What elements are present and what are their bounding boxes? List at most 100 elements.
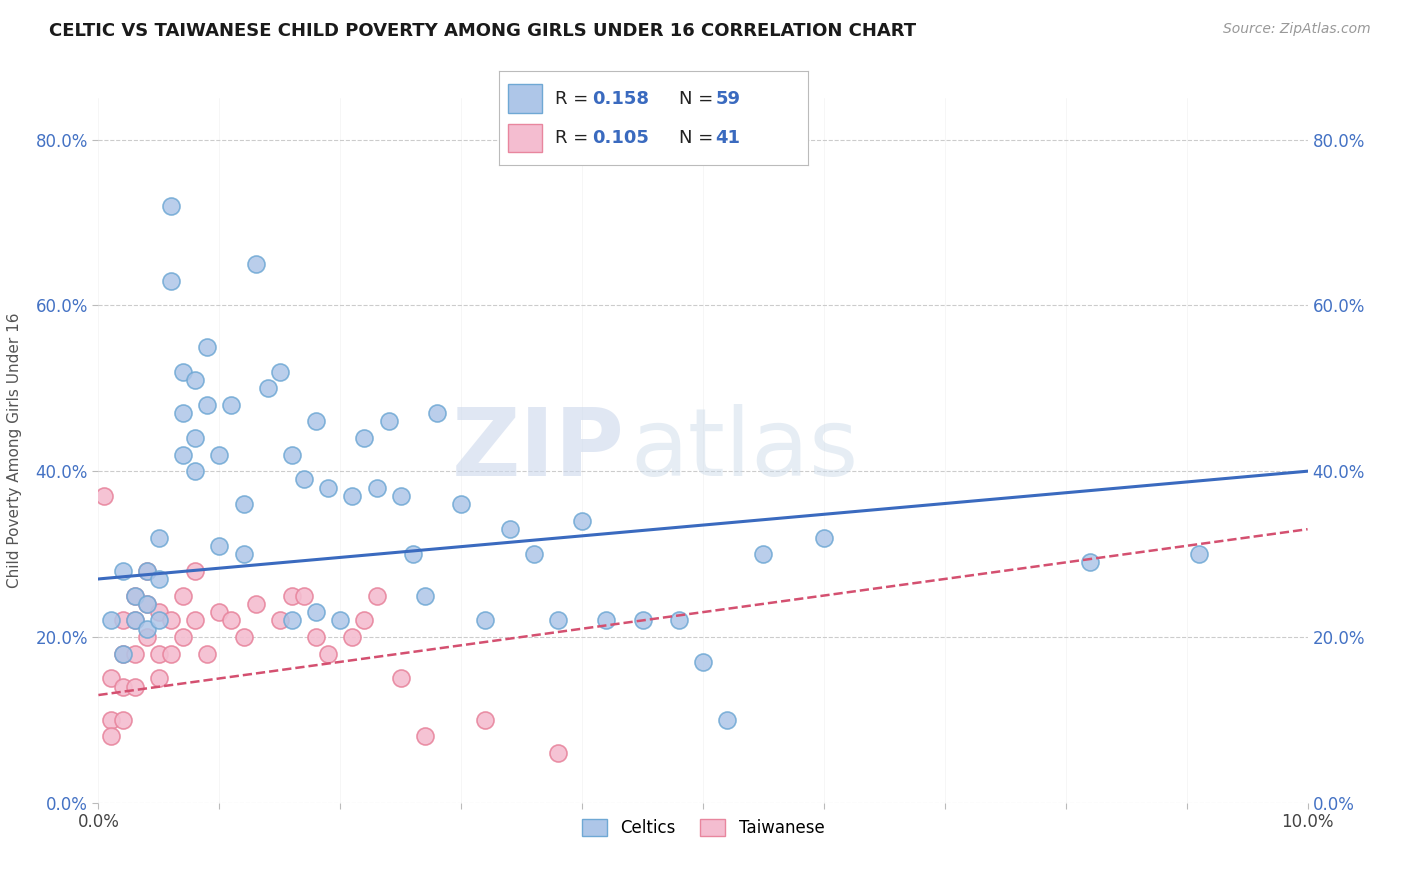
Text: 0.158: 0.158: [592, 89, 650, 108]
Point: [450, 497, 472, 511]
Point: [269, 365, 291, 379]
Point: [135, 630, 157, 644]
Point: [256, 381, 278, 395]
Point: [100, 713, 122, 727]
Point: [366, 589, 388, 603]
Point: [111, 614, 134, 628]
Legend: Celtics, Taiwanese: Celtics, Taiwanese: [575, 813, 831, 844]
Point: [160, 614, 183, 628]
Bar: [509, 85, 543, 112]
Point: [172, 365, 194, 379]
Point: [342, 489, 364, 503]
Point: [281, 614, 304, 628]
Point: [148, 572, 170, 586]
Point: [232, 630, 254, 644]
Point: [111, 564, 134, 578]
Point: [281, 589, 304, 603]
Point: [111, 713, 134, 727]
Point: [172, 589, 194, 603]
Point: [389, 489, 412, 503]
Text: 59: 59: [716, 89, 741, 108]
Point: [316, 481, 339, 495]
Point: [93, 489, 115, 503]
Point: [184, 614, 207, 628]
Point: [160, 273, 183, 287]
Point: [100, 614, 122, 628]
Text: ZIP: ZIP: [451, 404, 624, 497]
Point: [195, 647, 218, 661]
Point: [184, 564, 207, 578]
Point: [221, 614, 243, 628]
Point: [353, 614, 375, 628]
Point: [135, 564, 157, 578]
Point: [135, 597, 157, 611]
Point: [148, 605, 170, 619]
Point: [135, 622, 157, 636]
Point: [292, 473, 315, 487]
Point: [716, 713, 738, 727]
Point: [135, 564, 157, 578]
Text: 41: 41: [716, 128, 741, 147]
Point: [366, 481, 388, 495]
Point: [752, 547, 775, 561]
Point: [100, 730, 122, 744]
Point: [148, 672, 170, 686]
Point: [474, 713, 496, 727]
Point: [269, 614, 291, 628]
Text: R =: R =: [555, 89, 593, 108]
Point: [595, 614, 617, 628]
Point: [571, 514, 593, 528]
Point: [208, 539, 231, 553]
Point: [329, 614, 352, 628]
Point: [124, 589, 146, 603]
Point: [292, 589, 315, 603]
Point: [547, 614, 569, 628]
Text: Source: ZipAtlas.com: Source: ZipAtlas.com: [1223, 22, 1371, 37]
Point: [148, 647, 170, 661]
Point: [148, 531, 170, 545]
Bar: [509, 124, 543, 152]
Point: [316, 647, 339, 661]
Text: N =: N =: [679, 89, 718, 108]
Point: [135, 597, 157, 611]
Point: [232, 547, 254, 561]
Point: [523, 547, 546, 561]
Point: [160, 199, 183, 213]
Point: [245, 597, 267, 611]
Point: [377, 414, 399, 428]
Point: [245, 257, 267, 271]
Point: [111, 680, 134, 694]
Point: [111, 647, 134, 661]
Point: [184, 431, 207, 445]
Point: [172, 406, 194, 420]
Point: [160, 647, 183, 661]
Text: N =: N =: [679, 128, 718, 147]
Point: [208, 605, 231, 619]
Point: [1188, 547, 1211, 561]
Point: [413, 589, 436, 603]
Point: [111, 647, 134, 661]
Y-axis label: Child Poverty Among Girls Under 16: Child Poverty Among Girls Under 16: [7, 313, 21, 588]
Point: [281, 448, 304, 462]
Point: [413, 730, 436, 744]
Point: [172, 448, 194, 462]
Point: [474, 614, 496, 628]
Point: [148, 614, 170, 628]
Point: [498, 522, 520, 536]
Point: [1078, 555, 1101, 569]
Point: [208, 448, 231, 462]
Point: [232, 497, 254, 511]
Point: [692, 655, 714, 669]
Text: CELTIC VS TAIWANESE CHILD POVERTY AMONG GIRLS UNDER 16 CORRELATION CHART: CELTIC VS TAIWANESE CHILD POVERTY AMONG …: [49, 22, 917, 40]
Text: R =: R =: [555, 128, 593, 147]
Point: [124, 614, 146, 628]
Point: [813, 531, 835, 545]
Point: [631, 614, 654, 628]
Point: [547, 746, 569, 760]
Text: atlas: atlas: [630, 404, 859, 497]
Point: [100, 672, 122, 686]
Point: [305, 630, 328, 644]
Point: [353, 431, 375, 445]
Point: [195, 340, 218, 354]
Point: [402, 547, 425, 561]
